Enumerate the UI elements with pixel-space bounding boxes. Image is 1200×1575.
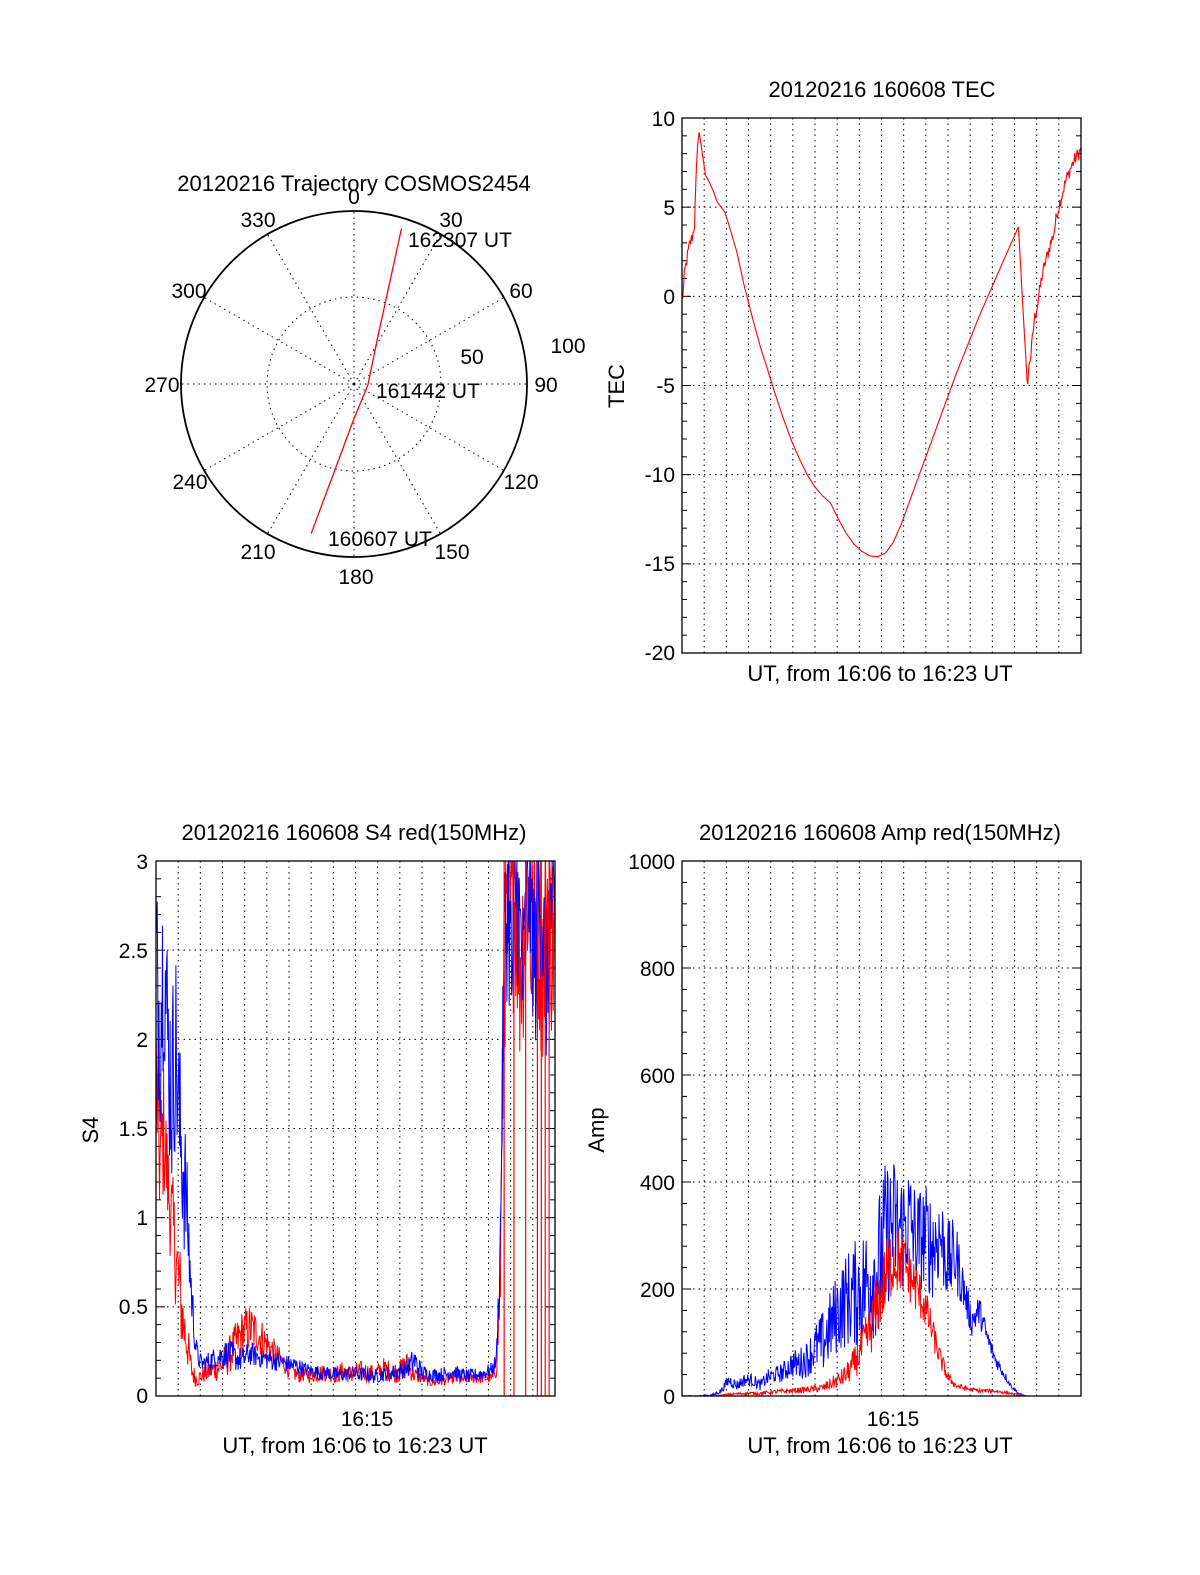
amp-minor-ticks <box>682 860 1081 1397</box>
polar-inner-circle <box>266 296 442 472</box>
tec-plot-frame <box>681 117 1082 654</box>
polar-spokes <box>181 211 527 557</box>
tec-xlabel: UT, from 16:06 to 16:23 UT <box>747 661 1012 686</box>
polar-radius-label-50: 50 <box>460 346 483 369</box>
amp-ytick-label: 200 <box>640 1279 675 1302</box>
s4-xlabel: UT, from 16:06 to 16:23 UT <box>222 1433 487 1458</box>
tec-grid <box>682 118 1081 653</box>
amp-plot-frame <box>681 860 1082 1397</box>
s4-series-line-red <box>155 860 556 1387</box>
s4-title: 20120216 160608 S4 red(150MHz) <box>182 820 527 845</box>
s4-series <box>155 860 556 1396</box>
amp-ytick-label: 400 <box>640 1172 675 1195</box>
tec-title: 20120216 160608 TEC <box>768 77 995 102</box>
amp-xlabel: UT, from 16:06 to 16:23 UT <box>747 1433 1012 1458</box>
s4-ylabel: S4 <box>78 1117 103 1144</box>
tec-ytick-label: -5 <box>656 375 675 398</box>
polar-spoke-line <box>353 383 441 535</box>
polar-spoke-line <box>267 233 355 385</box>
s4-chart: 20120216 160608 S4 red(150MHz) 3 2.5 2 1… <box>78 820 556 1458</box>
s4-plot-frame <box>155 860 556 1397</box>
polar-angle-label-270: 270 <box>144 374 179 397</box>
s4-series-line-blue <box>155 860 556 1383</box>
polar-annotation-start: 160607 UT <box>328 528 432 551</box>
polar-angle-label-210: 210 <box>240 541 275 564</box>
polar-radius-label-100: 100 <box>550 335 585 358</box>
amp-ytick-label: 1000 <box>628 851 675 874</box>
amp-ylabel: Amp <box>584 1107 609 1152</box>
tec-ytick-label: -20 <box>645 642 675 665</box>
amp-title: 20120216 160608 Amp red(150MHz) <box>699 820 1061 845</box>
polar-annotation-end: 162307 UT <box>408 229 512 252</box>
polar-spoke-line <box>353 297 505 385</box>
tec-series-line <box>681 132 1082 558</box>
s4-ytick-label: 2 <box>136 1029 148 1052</box>
amp-grid <box>682 861 1081 1396</box>
polar-angle-label-0: 0 <box>348 186 360 209</box>
tec-ytick-label: 10 <box>652 108 675 131</box>
polar-angle-label-330: 330 <box>240 209 275 232</box>
s4-ytick-label: 1.5 <box>119 1118 148 1141</box>
polar-outer-circle <box>180 210 528 558</box>
polar-angle-label-90: 90 <box>534 374 557 397</box>
tec-ytick-label: -10 <box>645 464 675 487</box>
s4-grid <box>156 861 555 1396</box>
polar-spoke-line <box>353 383 505 471</box>
polar-spoke-line <box>267 383 355 535</box>
s4-ytick-label: 2.5 <box>119 940 148 963</box>
polar-spoke-line <box>353 233 441 385</box>
s4-ytick-label: 0 <box>136 1385 148 1408</box>
polar-spoke-line <box>203 297 355 385</box>
polar-trajectory-line <box>310 228 403 534</box>
s4-ytick-label: 3 <box>136 851 148 874</box>
tec-ytick-label: 5 <box>663 197 675 220</box>
polar-spoke-line <box>203 383 355 471</box>
polar-angle-label-120: 120 <box>503 471 538 494</box>
amp-chart: 20120216 160608 Amp red(150MHz) 1000 800… <box>584 820 1082 1458</box>
amp-ytick-label: 0 <box>663 1386 675 1409</box>
amp-xtick-label: 16:15 <box>867 1408 920 1431</box>
tec-ylabel: TEC <box>604 364 629 408</box>
amp-ytick-label: 600 <box>640 1065 675 1088</box>
polar-annotation-mid: 161442 UT <box>376 380 480 403</box>
polar-title: 20120216 Trajectory COSMOS2454 <box>177 171 530 196</box>
tec-ytick-label: 0 <box>663 286 675 309</box>
s4-xtick-label: 16:15 <box>341 1408 394 1431</box>
tec-ytick-label: -15 <box>645 553 675 576</box>
polar-angle-label-30: 30 <box>439 209 462 232</box>
polar-angle-label-240: 240 <box>172 471 207 494</box>
s4-ytick-label: 0.5 <box>119 1296 148 1319</box>
amp-ytick-label: 800 <box>640 958 675 981</box>
amp-series-line-blue <box>682 1164 1081 1398</box>
s4-ytick-label: 1 <box>136 1207 148 1230</box>
tec-chart: 20120216 160608 TEC 10 5 0 -5 -10 -15 -2… <box>604 77 1082 686</box>
polar-angle-label-300: 300 <box>171 280 206 303</box>
polar-angle-label-60: 60 <box>509 280 532 303</box>
amp-series-line-red <box>682 1230 1081 1397</box>
amp-series <box>682 1164 1081 1398</box>
polar-chart: 20120216 Trajectory COSMOS2454 0 30 60 9… <box>144 171 585 589</box>
polar-angle-label-180: 180 <box>338 566 373 589</box>
polar-angle-label-150: 150 <box>434 541 469 564</box>
